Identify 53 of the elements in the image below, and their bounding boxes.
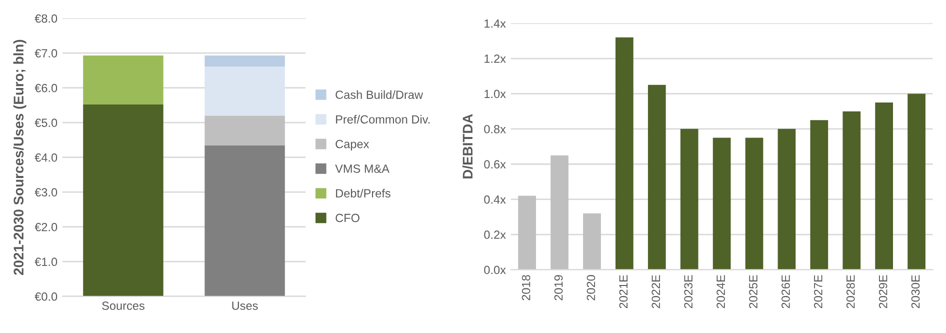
x-tick-label: 2019 — [554, 275, 563, 300]
y-tick-label: 0.6x — [484, 160, 506, 169]
legend-label: Capex — [336, 140, 370, 151]
bar — [550, 155, 568, 270]
legend-label: VMS M&A — [335, 164, 390, 173]
y-tick-label: 0.0x — [484, 266, 506, 274]
y-tick-label: 1.4x — [484, 19, 506, 28]
bar — [583, 213, 601, 270]
x-tick-label: 2029E — [878, 275, 888, 308]
y-axis-title: 2021-2030 Sources/Uses (Euro; bln) — [13, 40, 26, 275]
x-tick-label: 2023E — [684, 275, 693, 308]
bar — [518, 196, 536, 270]
bar — [810, 120, 828, 270]
bar — [680, 128, 698, 270]
y-tick-label: 1.2x — [484, 54, 506, 63]
x-tick-label: 2018 — [522, 275, 530, 300]
y-tick-label: €2.0 — [34, 222, 58, 232]
y-tick-label: €0.0 — [34, 292, 58, 301]
y-tick-label: €1.0 — [34, 258, 58, 266]
bar — [616, 37, 634, 270]
legend-label: Cash Build/Draw — [336, 90, 424, 99]
y-tick-label: €8.0 — [34, 14, 58, 23]
bar — [875, 102, 893, 270]
legend-label: Debt/Prefs — [336, 188, 390, 198]
y-tick-label: 1.0x — [484, 90, 506, 98]
x-tick-label: 2028E — [846, 275, 855, 308]
bar — [842, 111, 861, 270]
y-tick-label: €7.0 — [34, 49, 58, 58]
y-tick-label: €5.0 — [34, 118, 58, 127]
y-tick-label: 0.4x — [484, 195, 506, 204]
bar — [908, 94, 926, 270]
bar — [648, 84, 666, 270]
y-tick-label: 0.2x — [484, 230, 506, 239]
x-tick-label: Uses — [232, 302, 258, 310]
x-tick-label: 2030E — [911, 275, 920, 308]
legend-label: CFO — [336, 214, 360, 222]
x-tick-label: 2024E — [716, 275, 725, 308]
legend-label: Pref/Common Div. — [336, 114, 430, 124]
x-tick-label: 2022E — [652, 275, 660, 308]
bar — [712, 138, 731, 270]
x-tick-label: 2020 — [586, 275, 596, 300]
x-tick-label: 2021E — [619, 275, 628, 308]
y-tick-label: 0.8x — [484, 124, 506, 134]
bar — [745, 138, 764, 270]
bar — [778, 128, 796, 270]
x-tick-label: 2027E — [814, 275, 822, 308]
y-tick-label: €6.0 — [34, 84, 58, 92]
x-tick-label: 2025E — [749, 275, 758, 308]
x-tick-label: 2026E — [782, 275, 790, 308]
y-tick-label: €4.0 — [34, 153, 58, 162]
y-tick-label: €3.0 — [34, 188, 58, 196]
y-axis-title: D/EBITDA — [462, 114, 473, 178]
x-tick-label: Sources — [102, 302, 144, 310]
